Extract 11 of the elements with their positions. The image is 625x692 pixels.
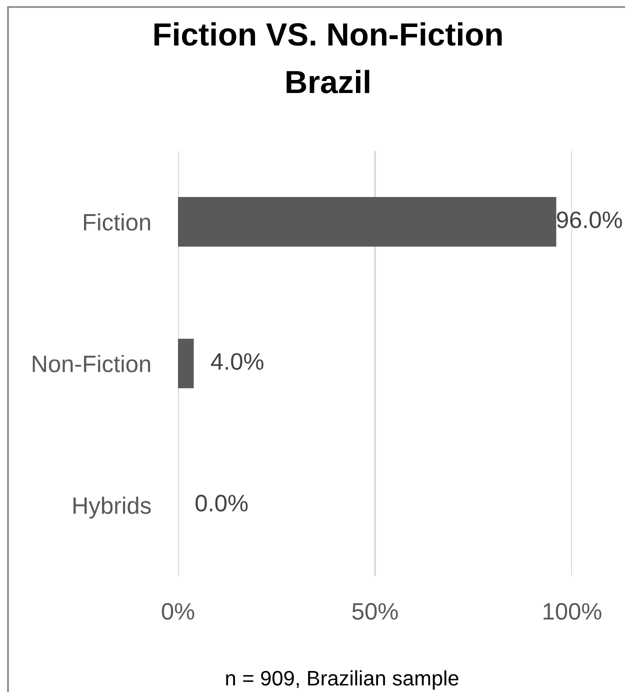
x-tick-label: 50% (352, 603, 398, 620)
text: n = 909, Brazilian sample (226, 670, 458, 690)
y-tick-label: Fiction (84, 213, 150, 231)
x-tick-label: 0% (162, 603, 194, 620)
y-tick-label: Non-Fiction (32, 354, 150, 372)
data-label: 0.0% (196, 494, 248, 512)
x-tick-label: 100% (544, 603, 602, 620)
y-tick-label: Hybrids (74, 496, 151, 519)
chart-title: Fiction VS. Non-Fiction Brazil (154, 22, 502, 94)
data-label: 96.0% (556, 211, 622, 228)
data-label: 4.0% (210, 353, 264, 370)
